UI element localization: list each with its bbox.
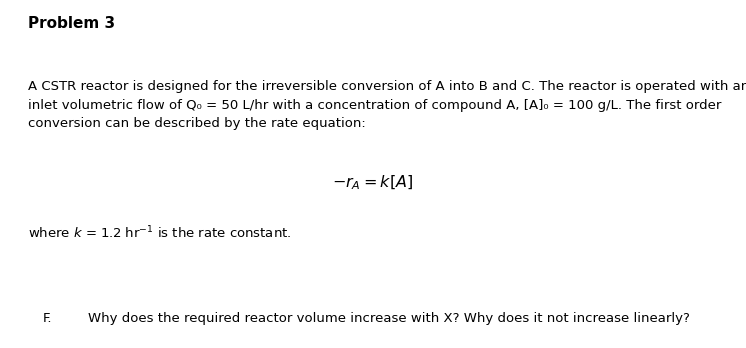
Text: Why does the required reactor volume increase with X? Why does it not increase l: Why does the required reactor volume inc…: [88, 313, 690, 325]
Text: $-r_A = k[A]$: $-r_A = k[A]$: [333, 174, 413, 192]
Text: Problem 3: Problem 3: [28, 16, 116, 31]
Text: A CSTR reactor is designed for the irreversible conversion of A into B and C. Th: A CSTR reactor is designed for the irrev…: [28, 80, 746, 130]
Text: where $k$ = 1.2 hr$^{-1}$ is the rate constant.: where $k$ = 1.2 hr$^{-1}$ is the rate co…: [28, 224, 292, 241]
Text: F.: F.: [43, 313, 52, 325]
